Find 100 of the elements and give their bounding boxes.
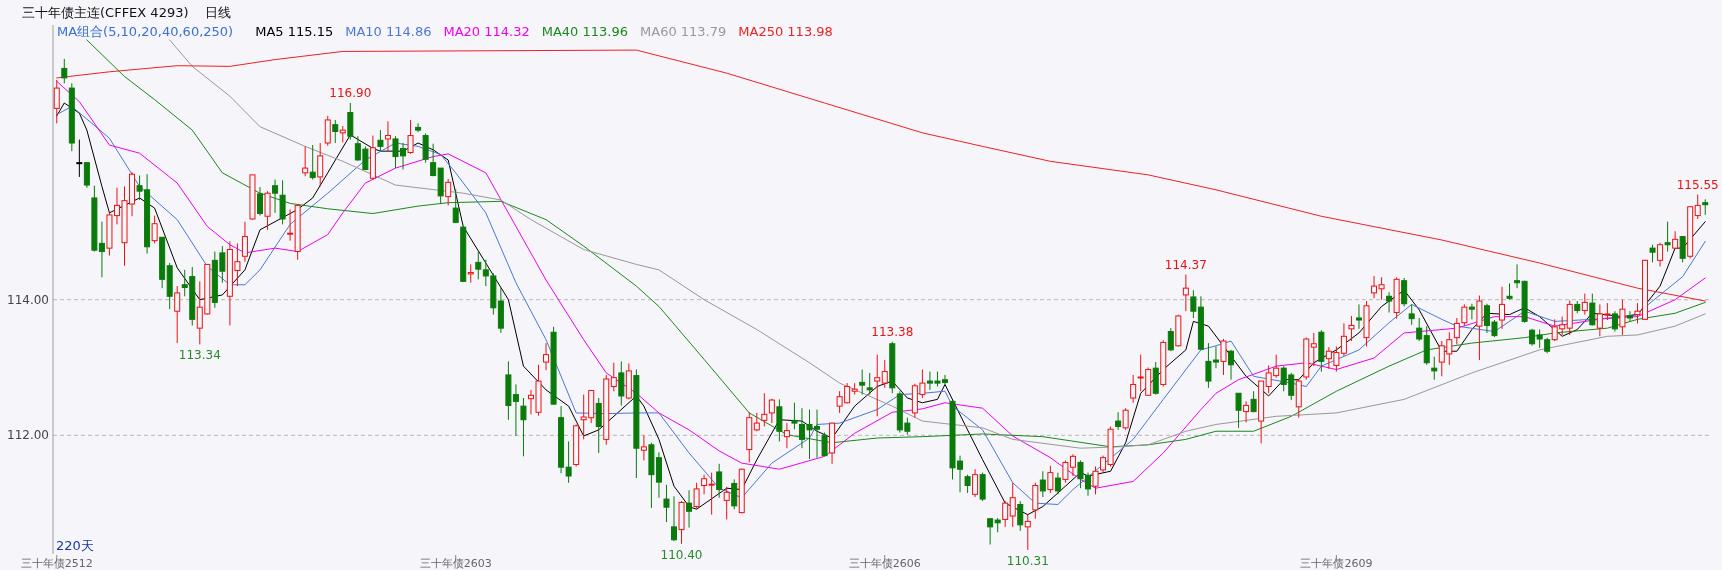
candlestick [543, 342, 550, 371]
chart-title: 三十年债主连(CFFEX 4293) [22, 5, 189, 20]
candlestick [76, 139, 83, 178]
candlestick [1499, 286, 1505, 330]
candlestick [467, 263, 474, 284]
x-tick-label: 三十年债2512 [20, 557, 93, 570]
text: MA10 114.86 [345, 24, 432, 39]
y-tick-label: 112.00 [7, 428, 49, 443]
candlestick [723, 486, 730, 520]
candlestick [1657, 242, 1664, 267]
candlestick [859, 369, 866, 396]
candlestick [347, 102, 354, 141]
candlestick [422, 133, 429, 164]
candlestick [1002, 500, 1009, 528]
candlestick [866, 372, 873, 396]
candlestick [1619, 299, 1626, 336]
candlestick [874, 354, 881, 417]
candlestick [1611, 310, 1618, 333]
candlestick [791, 402, 798, 430]
candlestick [1122, 407, 1129, 431]
candlestick [1401, 277, 1408, 307]
candlestick [972, 468, 979, 498]
text: 113.38 [871, 324, 914, 339]
candlestick [264, 190, 271, 231]
text: 116.90 [329, 85, 372, 100]
candlestick [1220, 338, 1227, 376]
candlestick [1348, 315, 1355, 342]
legend-title: MA组合(5,10,20,40,60,250) [57, 24, 234, 39]
candlestick [257, 186, 263, 217]
candlestick [1461, 303, 1468, 326]
candlestick [731, 478, 738, 510]
text: 110.31 [1006, 553, 1049, 568]
text: 113.34 [178, 348, 221, 363]
candlestick [987, 517, 994, 546]
x-tick-label: 三十年债2609 [1300, 557, 1373, 570]
candlestick [595, 397, 602, 454]
candlestick [309, 144, 316, 181]
candlestick [1386, 291, 1393, 314]
candlestick [241, 221, 248, 263]
candlestick [1431, 356, 1438, 381]
candlestick [407, 119, 414, 155]
candlestick [1355, 303, 1362, 330]
candlestick [384, 120, 391, 152]
candlestick [610, 362, 617, 392]
candlestick [1047, 465, 1054, 494]
candlestick [452, 188, 459, 224]
text: MA60 113.79 [640, 24, 727, 39]
candlestick [1408, 303, 1415, 326]
y-tick-label: 114.00 [7, 292, 49, 307]
text: 114.37 [1164, 257, 1207, 272]
candlestick [272, 179, 279, 214]
candlestick [1130, 374, 1137, 404]
candlestick [1566, 299, 1573, 336]
candlestick [1182, 274, 1189, 312]
candlestick [332, 119, 339, 144]
candlestick [324, 115, 331, 147]
candlestick [716, 463, 723, 499]
candlestick [1092, 466, 1099, 495]
candlestick [663, 484, 670, 523]
candlestick [1679, 235, 1686, 263]
candlestick [1039, 470, 1046, 498]
chart-subtitle: 日线 [204, 5, 231, 20]
candlestick [1589, 293, 1596, 326]
candlestick [761, 392, 768, 427]
candlestick [693, 482, 700, 510]
x-tick-label: 三十年债2603 [419, 557, 492, 570]
text: MA5 115.15 [255, 24, 334, 39]
candlestick [151, 215, 158, 244]
text: 110.40 [660, 547, 703, 562]
candlestick [1228, 349, 1235, 381]
candlestick [783, 422, 790, 449]
candlestick [475, 251, 482, 280]
candlestick [881, 359, 888, 389]
candlestick [302, 145, 309, 177]
candlestick [671, 495, 677, 542]
candlestick [618, 360, 625, 406]
candlestick [174, 285, 181, 344]
candlestick [1310, 332, 1317, 367]
candlestick [1581, 293, 1588, 316]
candlestick [415, 122, 422, 133]
text: MA250 113.98 [738, 24, 833, 39]
text: MA40 113.96 [541, 24, 629, 39]
candlestick [1626, 310, 1633, 322]
candlestick [964, 474, 971, 494]
candlestick [1664, 221, 1671, 253]
candlestick [1024, 514, 1031, 551]
candlestick [520, 397, 527, 457]
candlestick [1468, 303, 1475, 320]
candlestick [640, 434, 647, 461]
candlestick [317, 142, 324, 187]
candlestick [279, 179, 286, 225]
candlestick [1453, 317, 1460, 345]
candlestick [53, 79, 60, 124]
candlestick [1115, 411, 1122, 431]
candlestick [1017, 500, 1024, 532]
candlestick [686, 489, 693, 529]
candlestick [1416, 317, 1423, 342]
annotation: 220天 [56, 538, 94, 553]
text: 115.55 [1676, 177, 1719, 192]
candlestick [61, 58, 68, 84]
